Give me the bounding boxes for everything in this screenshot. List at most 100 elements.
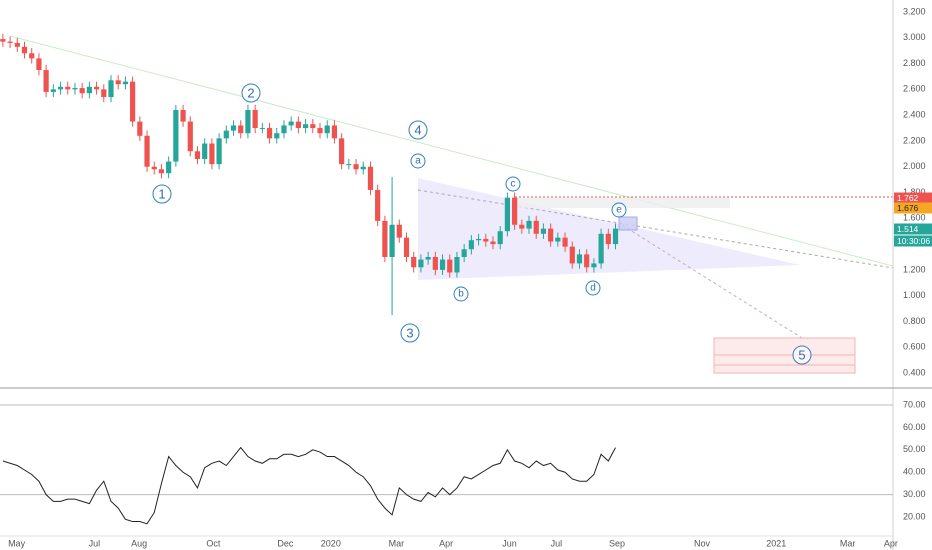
candle-body [173,109,179,162]
candle-body [411,256,417,268]
x-tick-label: Jul [89,538,101,548]
wave-label: 3 [406,325,413,340]
sub-wave-label: a [415,156,421,167]
sub-wave-circle [505,176,521,192]
candle-body [605,233,611,245]
y-tick-label: 60.00 [903,422,926,432]
sub-wave-circle [453,286,469,302]
sub-wave-circle [585,280,601,296]
x-tick-label: May [8,538,26,548]
candle-body [216,138,222,165]
wave-circle [400,323,420,343]
candle-body [396,224,402,238]
candle-body [346,164,352,166]
candle-body [93,86,100,90]
candle-body [43,70,49,92]
candle-body [0,39,6,42]
candle-body [274,133,280,139]
wave-circle [152,184,172,204]
candle-body [555,237,561,242]
candle-body [252,109,258,129]
candle-body [144,135,150,167]
candle-body [483,238,489,242]
wave-label: 4 [414,122,421,137]
candle-body [432,256,438,270]
price-tag-label: 1.676 [897,203,919,213]
x-tick-label: Sep [609,538,625,548]
y-tick-label: 1.800 [903,187,926,197]
candle-body [331,125,338,139]
x-tick-label: Aug [131,538,147,548]
wave-label: 2 [247,85,254,100]
candle-body [439,259,446,270]
candle-body [14,42,20,47]
candle-body [151,166,157,170]
sub-wave-circle [611,202,627,218]
trend-line [9,35,894,267]
candle-body [166,161,172,174]
y-tick-label: 3.200 [903,6,926,16]
y-tick-label: 0.600 [903,342,926,352]
candle-body [245,109,251,134]
y-tick-label: 30.00 [903,489,926,499]
candle-body [130,81,136,122]
candle-body [194,151,201,159]
candle-body [295,121,301,129]
candle-body [317,128,323,134]
candle-body [238,125,244,134]
candle-body [425,256,431,260]
x-tick-label: Oct [206,538,221,548]
candle-body [223,130,229,139]
x-tick-label: 2020 [321,538,341,548]
candle-body [447,259,453,273]
candle-body [86,86,92,94]
candle-body [519,224,525,229]
candle-body [490,241,496,245]
candle-body [540,228,547,234]
y-tick-label: 2.600 [903,84,926,94]
sub-wave-circle [410,153,426,169]
y-tick-label: 3.000 [903,32,926,42]
price-tag [894,202,932,214]
y-tick-label: 1.000 [903,290,926,300]
sub-wave-label: b [458,289,464,300]
candle-body [576,254,583,264]
candle-body [324,125,330,134]
price-tag-label: 1.762 [897,193,919,203]
candle-body [259,128,265,130]
y-tick-label: 20.00 [903,511,926,521]
wave-circle [792,345,812,365]
price-tag [894,235,932,247]
candle-body [158,169,165,174]
candle-body [310,124,316,129]
candle-body [7,41,13,43]
candle-body [339,138,345,165]
sub-wave-label: d [590,283,596,294]
candle-body [562,237,568,247]
candle-body [389,224,395,257]
sub-wave-label: c [511,179,516,190]
x-tick-label: Mar [389,538,405,548]
x-tick-label: Apr [439,538,453,548]
marker-box [618,216,638,231]
y-tick-label: 0.400 [903,367,926,377]
candle-body [360,166,366,170]
x-tick-label: Apr [884,538,898,548]
y-tick-label: 40.00 [903,467,926,477]
price-tag-label: 10:30:06 [897,236,930,246]
candle-body [79,88,85,94]
wave-label: 5 [798,347,805,362]
candle-body [29,53,35,59]
candle-body [612,228,619,245]
candle-body [418,259,424,268]
candle-body [454,256,460,273]
y-tick-label: 70.00 [903,399,926,409]
candle-body [115,80,121,85]
candle-body [302,124,309,129]
candle-body [375,189,381,221]
wave-circle [241,83,261,103]
x-tick-label: Jul [551,538,563,548]
x-tick-label: Mar [840,538,856,548]
dashed-line [417,189,894,269]
